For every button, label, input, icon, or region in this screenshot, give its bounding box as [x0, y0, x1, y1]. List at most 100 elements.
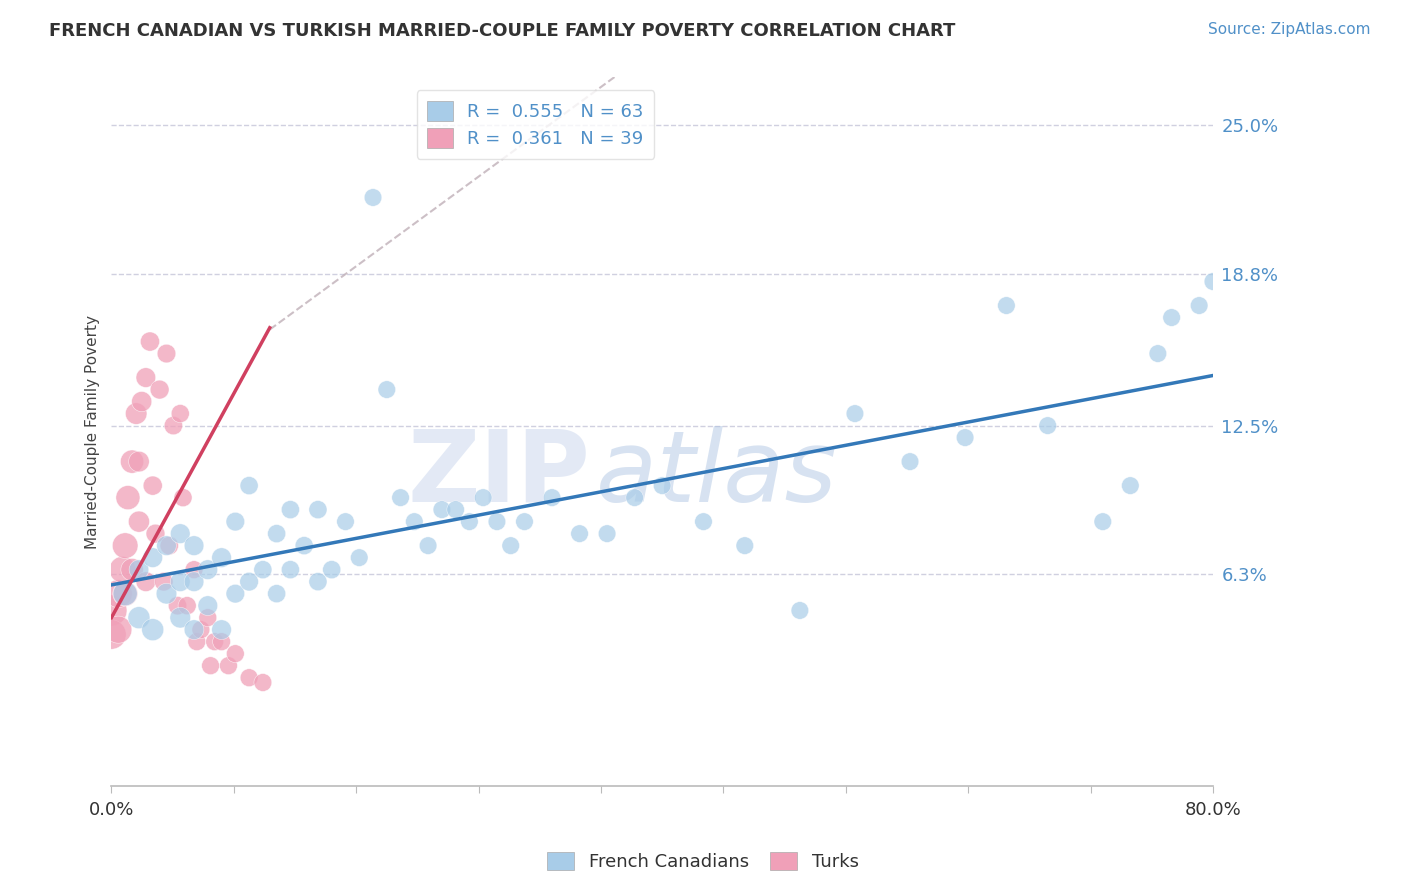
Point — [238, 574, 260, 589]
Point — [121, 454, 143, 468]
Point — [444, 502, 467, 516]
Point — [157, 539, 180, 553]
Point — [692, 515, 714, 529]
Point — [321, 563, 343, 577]
Point — [238, 478, 260, 492]
Point — [135, 370, 157, 384]
Point — [183, 539, 205, 553]
Point — [734, 539, 756, 553]
Point — [458, 515, 481, 529]
Point — [190, 623, 212, 637]
Point — [128, 563, 150, 577]
Point — [499, 539, 522, 553]
Point — [307, 574, 329, 589]
Point — [176, 599, 198, 613]
Point — [155, 346, 177, 360]
Point — [568, 526, 591, 541]
Point — [430, 502, 453, 516]
Point — [107, 623, 129, 637]
Y-axis label: Married-Couple Family Poverty: Married-Couple Family Poverty — [86, 315, 100, 549]
Point — [162, 418, 184, 433]
Point — [197, 563, 219, 577]
Point — [155, 539, 177, 553]
Point — [252, 563, 274, 577]
Text: FRENCH CANADIAN VS TURKISH MARRIED-COUPLE FAMILY POVERTY CORRELATION CHART: FRENCH CANADIAN VS TURKISH MARRIED-COUPL… — [49, 22, 956, 40]
Point — [131, 394, 153, 409]
Point — [280, 563, 302, 577]
Point — [513, 515, 536, 529]
Point — [197, 599, 219, 613]
Point — [114, 587, 136, 601]
Point — [485, 515, 508, 529]
Point — [416, 539, 439, 553]
Point — [128, 610, 150, 624]
Point — [128, 515, 150, 529]
Point — [596, 526, 619, 541]
Point — [844, 407, 866, 421]
Point — [155, 587, 177, 601]
Point — [623, 491, 645, 505]
Point — [375, 383, 398, 397]
Point — [149, 383, 172, 397]
Point — [145, 526, 167, 541]
Point — [361, 190, 384, 204]
Point — [651, 478, 673, 492]
Point — [1119, 478, 1142, 492]
Text: ZIP: ZIP — [408, 425, 591, 523]
Point — [224, 515, 246, 529]
Point — [135, 574, 157, 589]
Point — [114, 539, 136, 553]
Point — [125, 407, 148, 421]
Point — [472, 491, 495, 505]
Point — [186, 634, 208, 648]
Point — [169, 407, 191, 421]
Point — [100, 603, 122, 617]
Point — [238, 671, 260, 685]
Point — [107, 587, 129, 601]
Point — [166, 599, 188, 613]
Point — [200, 658, 222, 673]
Point — [1036, 418, 1059, 433]
Point — [953, 431, 976, 445]
Point — [224, 647, 246, 661]
Point — [117, 491, 139, 505]
Point — [1202, 275, 1225, 289]
Point — [252, 675, 274, 690]
Point — [224, 587, 246, 601]
Text: Source: ZipAtlas.com: Source: ZipAtlas.com — [1208, 22, 1371, 37]
Point — [169, 610, 191, 624]
Point — [1147, 346, 1170, 360]
Point — [183, 563, 205, 577]
Point — [1188, 299, 1211, 313]
Point — [169, 574, 191, 589]
Point — [789, 603, 811, 617]
Point — [307, 502, 329, 516]
Point — [139, 334, 162, 349]
Point — [197, 610, 219, 624]
Point — [335, 515, 357, 529]
Point — [217, 658, 239, 673]
Point — [280, 502, 302, 516]
Point — [114, 587, 136, 601]
Point — [211, 550, 233, 565]
Point — [152, 574, 174, 589]
Point — [172, 491, 194, 505]
Point — [128, 454, 150, 468]
Point — [121, 563, 143, 577]
Point — [995, 299, 1018, 313]
Point — [389, 491, 412, 505]
Point — [111, 563, 134, 577]
Text: atlas: atlas — [596, 425, 838, 523]
Point — [211, 634, 233, 648]
Point — [142, 550, 165, 565]
Point — [183, 623, 205, 637]
Point — [266, 526, 288, 541]
Point — [211, 623, 233, 637]
Point — [349, 550, 371, 565]
Point — [142, 623, 165, 637]
Point — [1091, 515, 1114, 529]
Point — [142, 478, 165, 492]
Point — [204, 634, 226, 648]
Point — [898, 454, 921, 468]
Point — [1160, 310, 1182, 325]
